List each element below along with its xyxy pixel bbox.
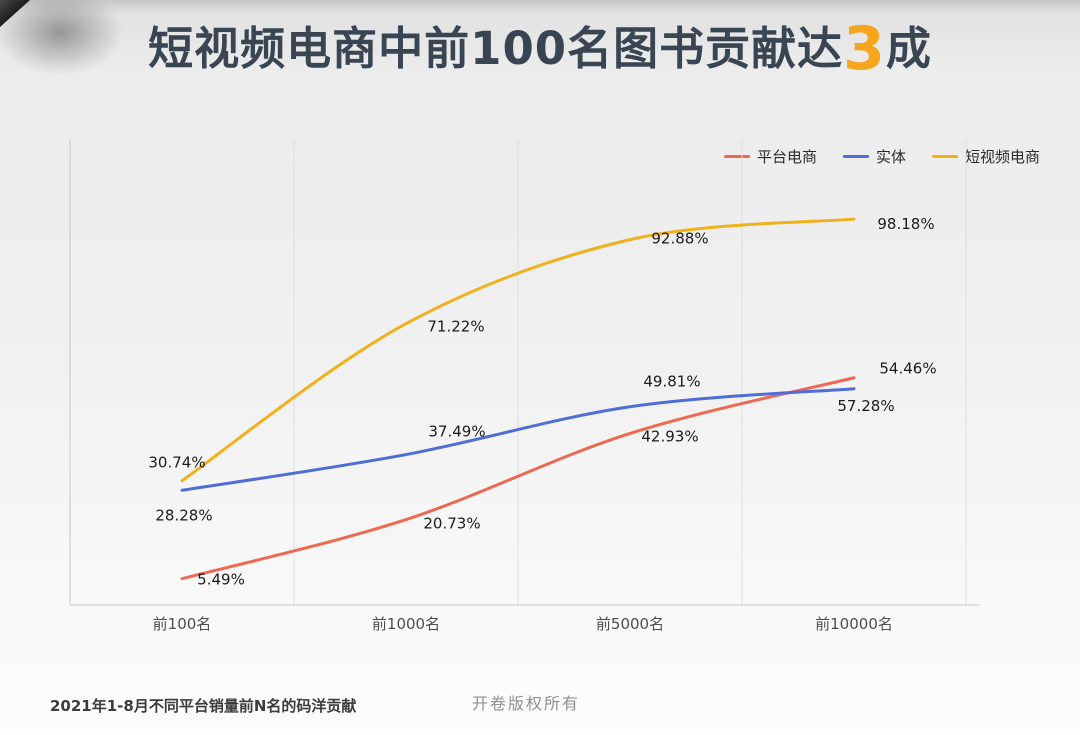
data-label-short-video-ecommerce-0: 30.74% — [148, 454, 205, 472]
page-title: 短视频电商中前100名图书贡献达3成 — [0, 12, 1080, 84]
x-tick-label-0: 前100名 — [153, 615, 212, 633]
copyright-text: 开卷版权所有 — [472, 694, 581, 713]
data-label-platform-ecommerce-3: 57.28% — [837, 397, 894, 415]
data-label-platform-ecommerce-0: 5.49% — [197, 571, 245, 589]
legend-swatch-short-video-ecommerce — [931, 155, 958, 158]
x-tick-label-3: 前10000名 — [815, 615, 893, 633]
legend-item-physical-stores: 实体 — [842, 146, 906, 167]
data-label-platform-ecommerce-2: 42.93% — [641, 427, 698, 445]
series-line-short-video-ecommerce — [180, 217, 856, 483]
data-label-short-video-ecommerce-1: 71.22% — [427, 318, 484, 336]
legend-label-platform-ecommerce: 平台电商 — [756, 148, 817, 166]
data-label-short-video-ecommerce-2: 92.88% — [651, 230, 708, 248]
data-label-physical-stores-3: 54.46% — [879, 360, 936, 378]
legend-swatch-platform-ecommerce — [723, 155, 750, 158]
legend-swatch-physical-stores — [842, 155, 869, 158]
data-label-physical-stores-0: 28.28% — [155, 506, 212, 524]
title-suffix: 成 — [885, 22, 932, 75]
data-label-short-video-ecommerce-3: 98.18% — [877, 215, 934, 233]
data-label-physical-stores-1: 37.49% — [428, 423, 485, 441]
data-label-platform-ecommerce-1: 20.73% — [423, 515, 480, 533]
x-tick-label-1: 前1000名 — [372, 615, 440, 633]
legend-item-platform-ecommerce: 平台电商 — [723, 146, 817, 167]
title-prefix: 短视频电商中前100名图书贡献达 — [148, 22, 844, 75]
title-highlight: 3 — [843, 14, 886, 84]
series-line-platform-ecommerce — [180, 376, 856, 581]
series-line-physical-stores — [180, 387, 856, 492]
legend-label-short-video-ecommerce: 短视频电商 — [964, 148, 1040, 166]
x-tick-label-2: 前5000名 — [596, 615, 664, 633]
chart-source-note: 2021年1-8月不同平台销量前N名的码洋贡献 — [50, 697, 357, 715]
legend-item-short-video-ecommerce: 短视频电商 — [931, 146, 1040, 167]
legend-label-physical-stores: 实体 — [875, 148, 906, 166]
chart-legend: 平台电商 实体 短视频电商 — [723, 146, 1040, 167]
data-label-physical-stores-2: 49.81% — [643, 373, 700, 391]
